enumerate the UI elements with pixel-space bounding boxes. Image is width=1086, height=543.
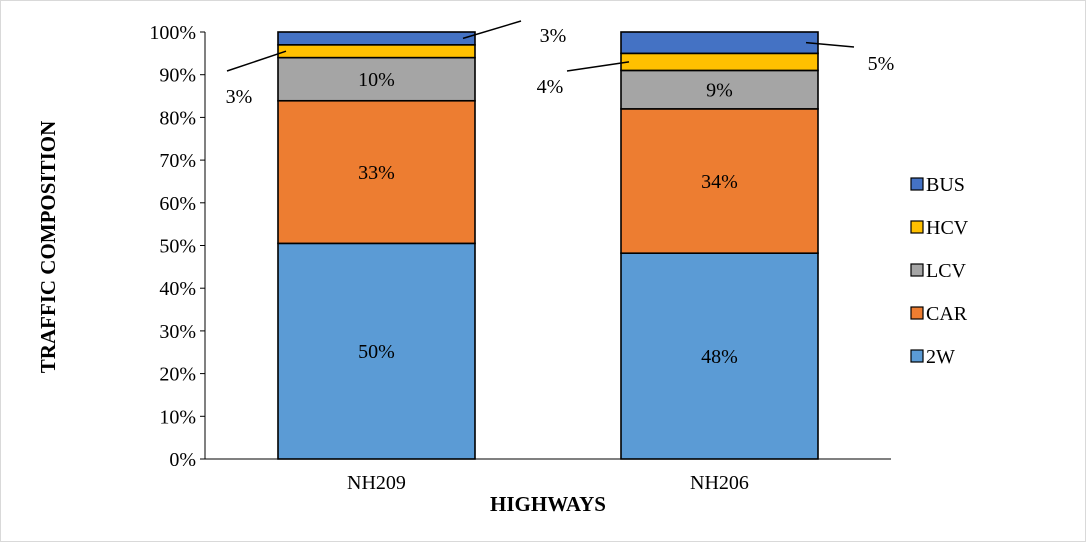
x-axis-ticks: NH209 NH206	[347, 472, 749, 494]
legend-label-bus: BUS	[926, 174, 965, 196]
callout-line-hcv-nh206	[566, 61, 630, 72]
y-axis-title: TRAFFIC COMPOSITION	[36, 121, 60, 374]
y-tick-label: 80%	[159, 107, 196, 129]
x-tick-label: NH209	[347, 472, 406, 494]
bar-car-nh206	[620, 108, 819, 254]
legend-swatch-car	[910, 306, 924, 320]
legend-label-car: CAR	[926, 303, 968, 325]
y-tick-label: 70%	[159, 150, 196, 172]
bar-car-nh209	[277, 99, 476, 245]
bar-lcv-nh209	[277, 56, 476, 102]
bars	[277, 31, 819, 460]
data-label-bus-nh209: 3%	[540, 25, 567, 47]
legend-label-hcv: HCV	[926, 217, 969, 239]
data-label-bus-nh206: 5%	[868, 53, 895, 75]
y-tick-label: 20%	[159, 364, 196, 386]
data-label-lcv-nh206: 9%	[706, 80, 733, 102]
data-label-2w-nh209: 50%	[358, 341, 395, 363]
legend-swatch-hcv	[910, 220, 924, 234]
bar-2w-nh206	[620, 252, 819, 460]
y-tick-label: 90%	[159, 65, 196, 87]
y-tick-label: 10%	[159, 406, 196, 428]
data-label-car-nh209: 33%	[358, 162, 395, 184]
bar-bus-nh209	[277, 31, 476, 46]
y-tick-label: 40%	[159, 278, 196, 300]
legend-swatch-lcv	[910, 263, 924, 277]
legend-swatch-2w	[910, 349, 924, 363]
x-axis-title: HIGHWAYS	[490, 492, 606, 516]
data-label-lcv-nh209: 10%	[358, 69, 395, 91]
legend-label-lcv: LCV	[926, 260, 967, 282]
bar-bus-nh206	[620, 31, 819, 55]
y-tick-label: 0%	[169, 449, 196, 471]
legend-swatch-bus	[910, 177, 924, 191]
bar-hcv-nh206	[620, 52, 819, 72]
legend-label-2w: 2W	[926, 346, 955, 368]
callout-line-bus-nh209	[462, 20, 522, 40]
callout-line-bus-nh206	[805, 41, 855, 48]
data-label-2w-nh206: 48%	[701, 346, 738, 368]
axes	[204, 32, 891, 460]
data-label-hcv-nh206: 4%	[537, 76, 564, 98]
bar-lcv-nh206	[620, 69, 819, 110]
data-label-hcv-nh209: 3%	[226, 86, 253, 108]
y-tick-label: 50%	[159, 236, 196, 258]
x-tick-label: NH206	[690, 472, 749, 494]
y-axis-ticks: 0% 10% 20% 30% 40% 50% 60% 70% 80% 90% 100%	[149, 22, 205, 471]
legend: BUS HCV LCV CAR 2W	[910, 174, 969, 368]
bar-hcv-nh209	[277, 44, 476, 59]
data-label-car-nh206: 34%	[701, 171, 738, 193]
y-tick-label: 30%	[159, 321, 196, 343]
callout-line-hcv-nh209	[226, 50, 287, 72]
y-tick-label: 100%	[149, 22, 196, 44]
data-labels: 50% 33% 10% 3% 3% 48% 34% 9% 5% 4%	[226, 20, 895, 368]
y-tick-label: 60%	[159, 193, 196, 215]
bar-2w-nh209	[277, 242, 476, 460]
